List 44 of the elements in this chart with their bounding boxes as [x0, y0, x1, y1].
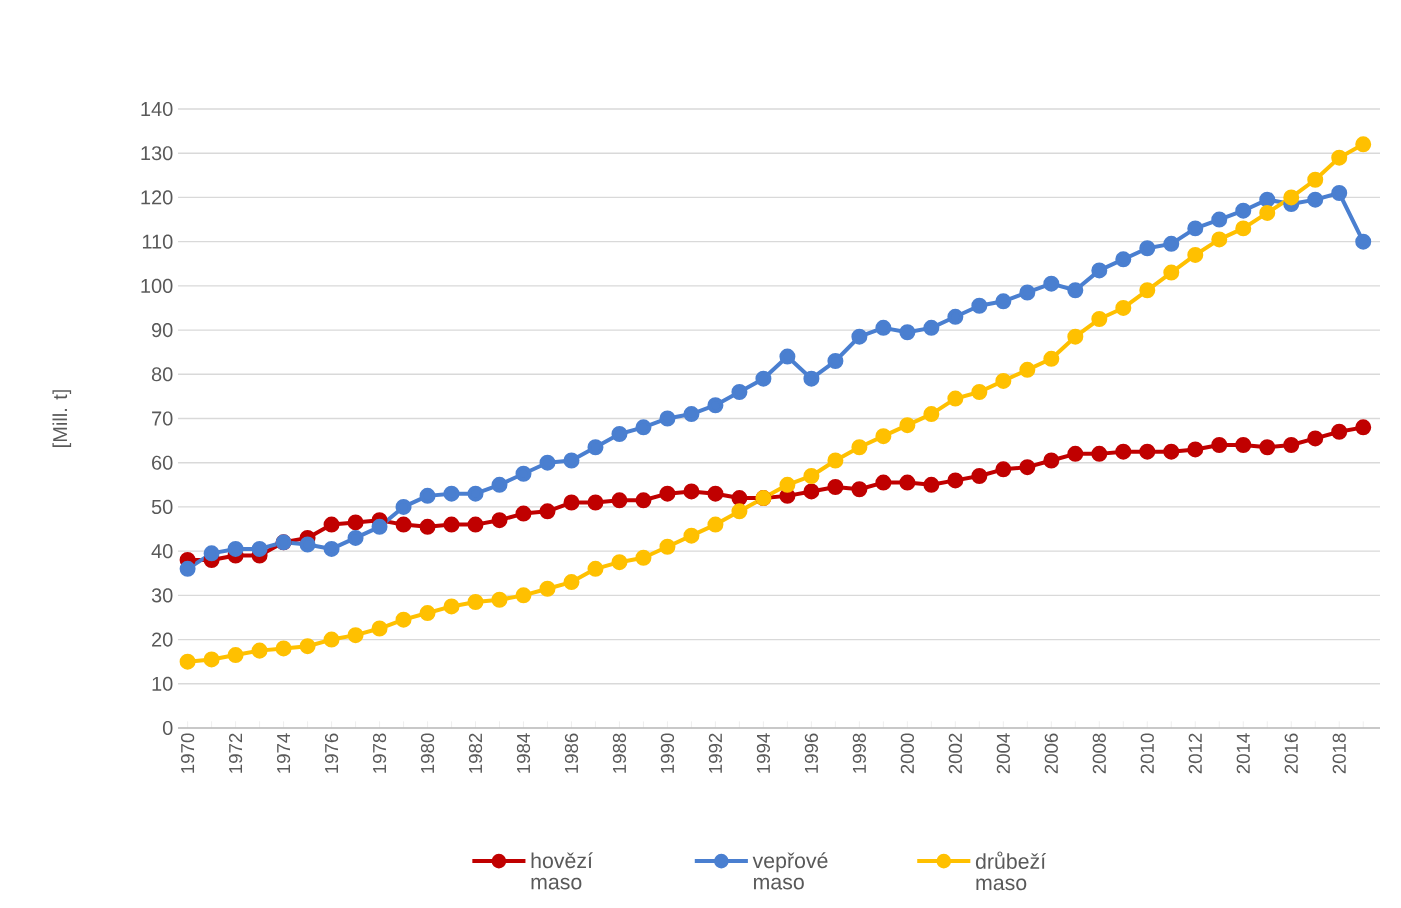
y-axis-title: [Mill. t] [52, 390, 72, 447]
x-tick-label: 1976 [324, 733, 339, 773]
y-tick-label: 100 [141, 278, 173, 293]
y-tick-label: 50 [151, 499, 173, 514]
x-tick-label: 2016 [1284, 733, 1298, 774]
y-tick-label: 90 [151, 322, 173, 338]
x-tick-label: 1972 [228, 733, 243, 773]
y-tick-label: 20 [152, 632, 173, 647]
legend-label: vepřové maso [752, 852, 828, 890]
x-tick-label: 1982 [468, 733, 483, 773]
x-tick-label: 2000 [900, 733, 914, 774]
x-tick-label: 2004 [996, 733, 1010, 774]
legend-label: drůbeží maso [975, 851, 1047, 891]
x-tick-label: 1996 [804, 733, 819, 773]
x-tick-label: 1992 [708, 733, 723, 773]
y-tick-label: 70 [152, 411, 173, 426]
x-tick-label: 1988 [612, 733, 627, 773]
x-tick-label: 1998 [852, 733, 866, 773]
y-tick-label: 30 [151, 588, 173, 603]
x-tick-label: 1970 [180, 733, 195, 773]
x-tick-label: 1978 [372, 733, 387, 773]
y-tick-label: 140 [141, 101, 173, 117]
x-tick-label: 1980 [420, 733, 435, 773]
y-tick-label: 10 [152, 676, 173, 691]
x-tick-label: 2006 [1044, 733, 1058, 774]
y-tick-label: 80 [151, 367, 173, 382]
y-tick-label: 40 [151, 544, 173, 559]
x-tick-label: 2018 [1332, 733, 1346, 774]
x-tick-label: 2012 [1188, 733, 1202, 774]
x-tick-label: 1986 [564, 733, 579, 773]
y-tick-label: 130 [141, 146, 173, 161]
x-tick-label: 2014 [1236, 733, 1250, 774]
x-tick-label: 1990 [660, 733, 675, 773]
legend-label: hovězí maso [531, 852, 593, 890]
y-tick-label: 110 [142, 234, 173, 249]
x-tick-label: 2010 [1140, 733, 1154, 774]
x-tick-label: 1974 [276, 733, 291, 773]
y-tick-label: 120 [141, 190, 173, 205]
y-tick-label: 60 [152, 455, 173, 470]
x-tick-label: 2002 [948, 733, 962, 774]
y-tick-label: 0 [162, 720, 173, 736]
x-tick-label: 1984 [516, 733, 531, 773]
x-tick-label: 1994 [756, 733, 771, 773]
x-tick-label: 2008 [1092, 733, 1106, 774]
